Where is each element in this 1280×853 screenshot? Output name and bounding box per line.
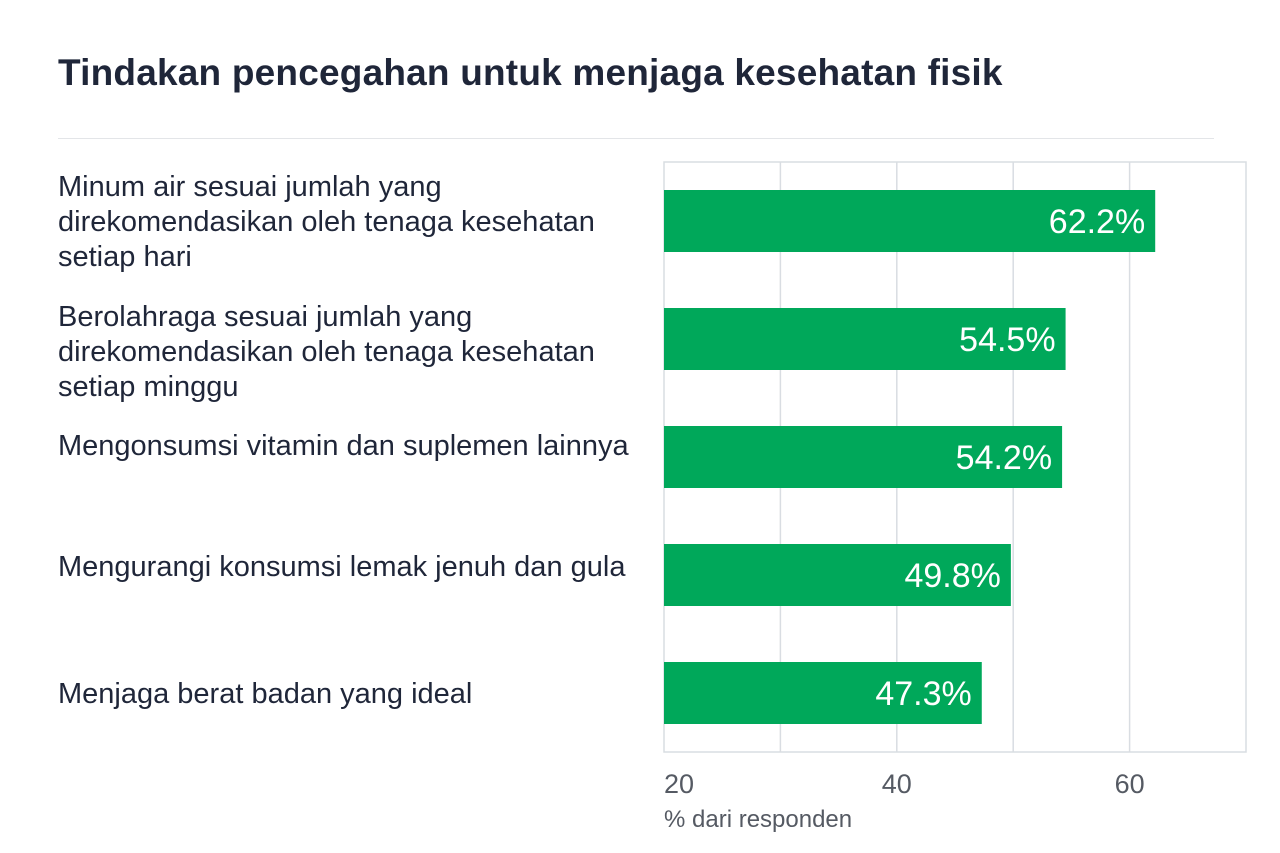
bar-value-label: 47.3% xyxy=(875,675,971,713)
bar xyxy=(664,544,1011,606)
bar xyxy=(664,426,1063,488)
category-label: Menjaga berat badan yang ideal xyxy=(58,678,473,710)
bar-value-label: 54.5% xyxy=(959,321,1055,359)
bar-value-label: 54.2% xyxy=(956,439,1052,477)
title-divider xyxy=(58,138,1214,139)
category-label: Mengonsumsi vitamin dan suplemen lainnya xyxy=(58,430,629,462)
category-label: Berolahraga sesuai jumlah yang direkomen… xyxy=(58,301,595,403)
x-tick-label: 60 xyxy=(1115,769,1145,799)
bar xyxy=(664,308,1066,370)
bar-value-label: 49.8% xyxy=(904,557,1000,595)
x-axis-title: % dari responden xyxy=(664,806,853,833)
x-tick-label: 20 xyxy=(664,769,694,799)
bar-value-label: 62.2% xyxy=(1049,203,1145,241)
x-tick-label: 40 xyxy=(882,769,912,799)
category-label: Mengurangi konsumsi lemak jenuh dan gula xyxy=(58,551,626,583)
chart-title: Tindakan pencegahan untuk menjaga keseha… xyxy=(58,52,1003,93)
bar xyxy=(664,662,982,724)
category-label: Minum air sesuai jumlah yang direkomenda… xyxy=(58,171,595,273)
bar xyxy=(664,190,1156,252)
